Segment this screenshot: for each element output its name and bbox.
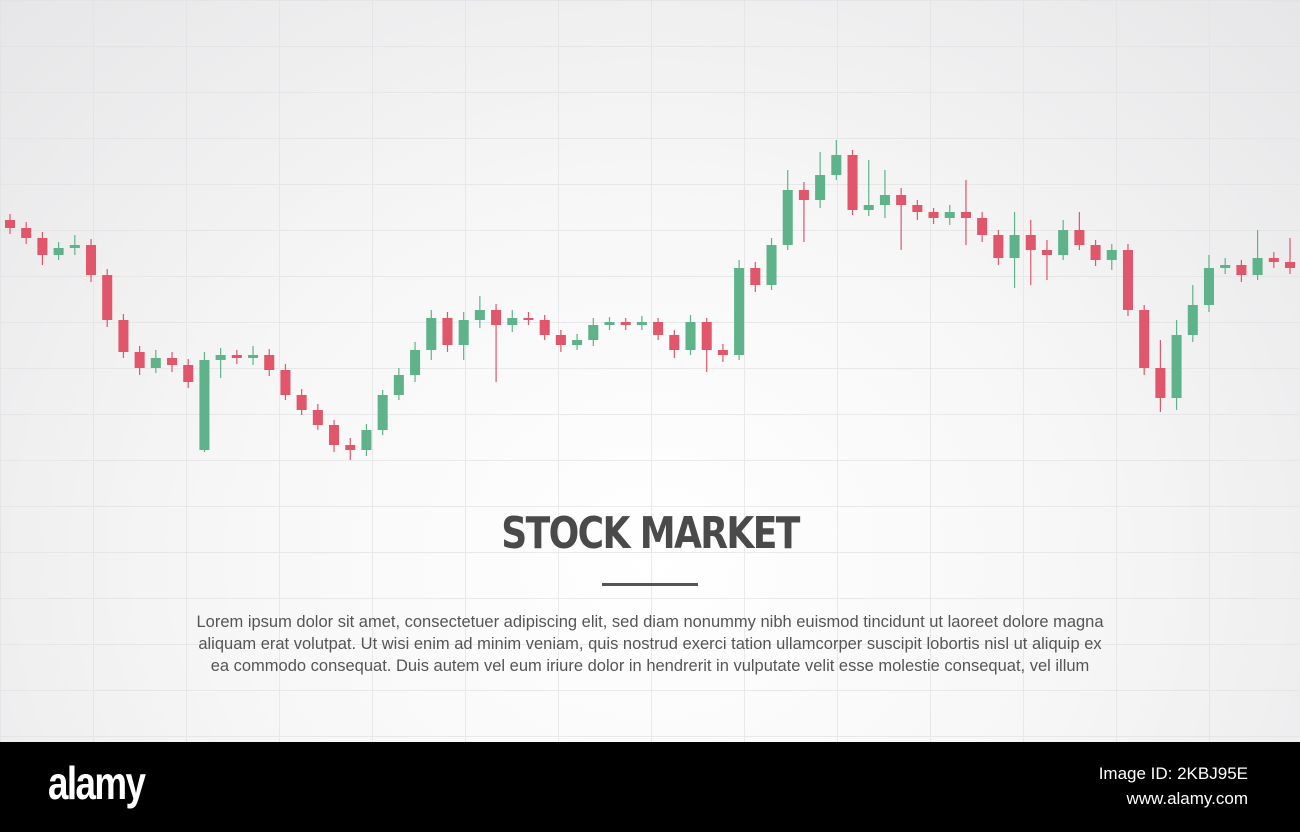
candle-body	[329, 425, 340, 445]
candle-body	[977, 218, 988, 235]
candle-body	[847, 155, 858, 210]
candle-body	[669, 335, 680, 350]
candle-body	[296, 395, 307, 410]
candle-body	[1122, 250, 1133, 310]
candle-body	[102, 275, 113, 320]
candle-body	[85, 245, 97, 275]
candle-body	[798, 190, 809, 200]
candle-body	[69, 245, 80, 248]
candle-body	[636, 322, 647, 325]
site-url: www.alamy.com	[1126, 789, 1248, 808]
candle-body	[1058, 230, 1069, 255]
candle-body	[474, 310, 485, 320]
candle-body	[1236, 265, 1247, 275]
candle-body	[150, 358, 161, 368]
artwork: STOCK MARKET Lorem ipsum dolor sit amet,…	[0, 0, 1300, 742]
candle-body	[458, 320, 469, 345]
candle-body	[604, 322, 615, 325]
candle-body	[685, 322, 696, 350]
candle-body	[1252, 258, 1263, 275]
candle-body	[215, 355, 226, 360]
candle-body	[507, 318, 518, 325]
candle-body	[815, 175, 826, 200]
candle-body	[1025, 235, 1036, 250]
candle-body	[53, 248, 64, 255]
candle-body	[1284, 262, 1296, 268]
candle-body	[750, 268, 761, 285]
candle-body	[4, 220, 16, 228]
candle-body	[1187, 305, 1198, 335]
candle-body	[896, 195, 907, 205]
candle-body	[701, 322, 712, 350]
candle-body	[264, 355, 275, 370]
candle-body	[1041, 250, 1052, 255]
candle-body	[167, 358, 178, 365]
candle-body	[1074, 230, 1085, 245]
candle-body	[912, 205, 923, 212]
candle-body	[960, 212, 971, 218]
candle-body	[993, 235, 1004, 258]
candle-body	[118, 320, 129, 352]
candle-body	[37, 238, 48, 255]
candle-body	[1171, 335, 1182, 398]
title-underline	[602, 583, 698, 586]
candle-body	[280, 370, 291, 395]
candle-body	[928, 212, 939, 218]
candle-body	[183, 365, 194, 382]
footer: alamy Image ID: 2KBJ95E www.alamy.com	[0, 742, 1300, 832]
candle-body	[199, 360, 210, 450]
candle-body	[717, 350, 728, 355]
candle-body	[653, 322, 664, 335]
candle-body	[863, 205, 874, 210]
candle-body	[442, 318, 453, 345]
candle-body	[523, 318, 534, 320]
candle-body	[944, 212, 955, 218]
candle-body	[21, 228, 32, 238]
candle-body	[491, 310, 502, 325]
candle-body	[555, 335, 566, 345]
candle-body	[588, 325, 599, 340]
candle-body	[134, 352, 145, 368]
candle-body	[345, 445, 356, 450]
candlestick-chart	[4, 140, 1296, 460]
candle-body	[1090, 245, 1101, 260]
logo: alamy	[48, 757, 146, 809]
background-grid	[0, 0, 1300, 742]
candle-body	[1106, 250, 1117, 260]
body-text: Lorem ipsum dolor sit amet, consectetuer…	[0, 611, 1300, 677]
candle-body	[734, 268, 745, 355]
candle-body	[766, 245, 777, 285]
candle-body	[377, 395, 388, 430]
candle-body	[393, 375, 404, 395]
candle-body	[410, 350, 421, 375]
candle-body	[572, 340, 583, 345]
candle-body	[1203, 268, 1215, 305]
candle-body	[782, 190, 793, 245]
candle-body	[426, 318, 437, 350]
candle-body	[879, 195, 890, 205]
body-line: ea commodo consequat. Duis autem vel eum…	[210, 657, 1090, 675]
candle-body	[1139, 310, 1150, 368]
title: STOCK MARKET	[501, 508, 800, 559]
candle-body	[1009, 235, 1020, 258]
candle-body	[1155, 368, 1166, 398]
candle-body	[312, 410, 323, 425]
candle-body	[361, 430, 372, 450]
candle-body	[539, 320, 550, 335]
candle-body	[231, 355, 242, 358]
candle-body	[831, 155, 842, 175]
candle-body	[620, 322, 631, 325]
candle-body	[1220, 265, 1231, 268]
body-line: Lorem ipsum dolor sit amet, consectetuer…	[196, 613, 1104, 631]
body-line: aliquam erat volutpat. Ut wisi enim ad m…	[198, 635, 1102, 653]
candle-body	[248, 355, 259, 358]
image-id: Image ID: 2KBJ95E	[1098, 764, 1248, 783]
candle-body	[1268, 258, 1279, 262]
